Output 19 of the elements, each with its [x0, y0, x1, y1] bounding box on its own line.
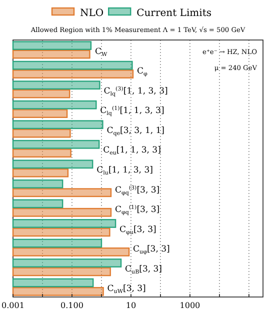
y-tick-label: C$_{φq}$$^{(1)}$[3, 3] — [114, 204, 160, 216]
x-tick-label: 0.001 — [2, 301, 24, 310]
x-tick-label: 1000 — [180, 301, 200, 310]
y-tick-label: C$_{eu}$[1, 1, 3, 3] — [103, 146, 161, 157]
x-tick-label: 0.100 — [60, 301, 84, 310]
y-tick-label: C$_{W}$ — [94, 46, 108, 58]
y-tick-label: C$_{qe}$[3, 3, 1, 1] — [106, 126, 164, 137]
y-tick-label: C$_{lu}$[1, 1, 3, 3] — [96, 166, 153, 176]
y-tick-label: C$_{uW}$[3, 3] — [107, 284, 146, 295]
y-tick-label: C$_{uφ}$[3, 3] — [133, 244, 170, 256]
legend-label: Current Limits — [136, 8, 212, 19]
y-tick-label: C$_{lq}$$^{(1)}$[1, 1, 3, 3] — [100, 104, 164, 117]
y-tick-label: C$_{φu}$[3, 3] — [120, 224, 156, 236]
legend-label: NLO — [80, 8, 104, 19]
y-tick-label: C$_{φ}$ — [136, 66, 148, 78]
y-tick-label: C$_{φq}$$^{(3)}$[3, 3] — [114, 184, 160, 196]
y-tick-label: C$_{lq}$$^{(3)}$[1, 1, 3, 3] — [104, 85, 168, 98]
y-tick-label: C$_{uB}$[3, 3] — [125, 264, 162, 276]
x-tick-label: 10 — [126, 301, 136, 310]
